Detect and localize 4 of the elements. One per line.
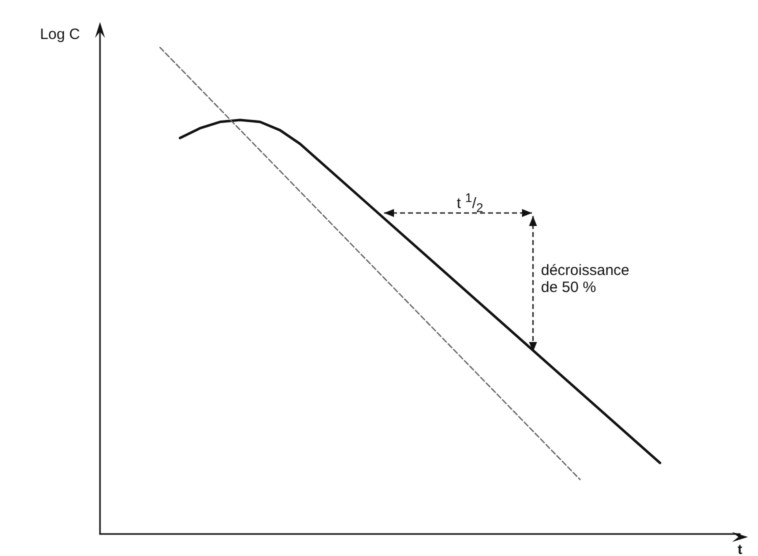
annotation: décroissance de 50 % [541,262,630,296]
x-axis-title: t [738,541,743,556]
y-axis-title: Log C [40,26,80,43]
annotation: t $^{1}$/$_{2}$ [456,190,484,217]
